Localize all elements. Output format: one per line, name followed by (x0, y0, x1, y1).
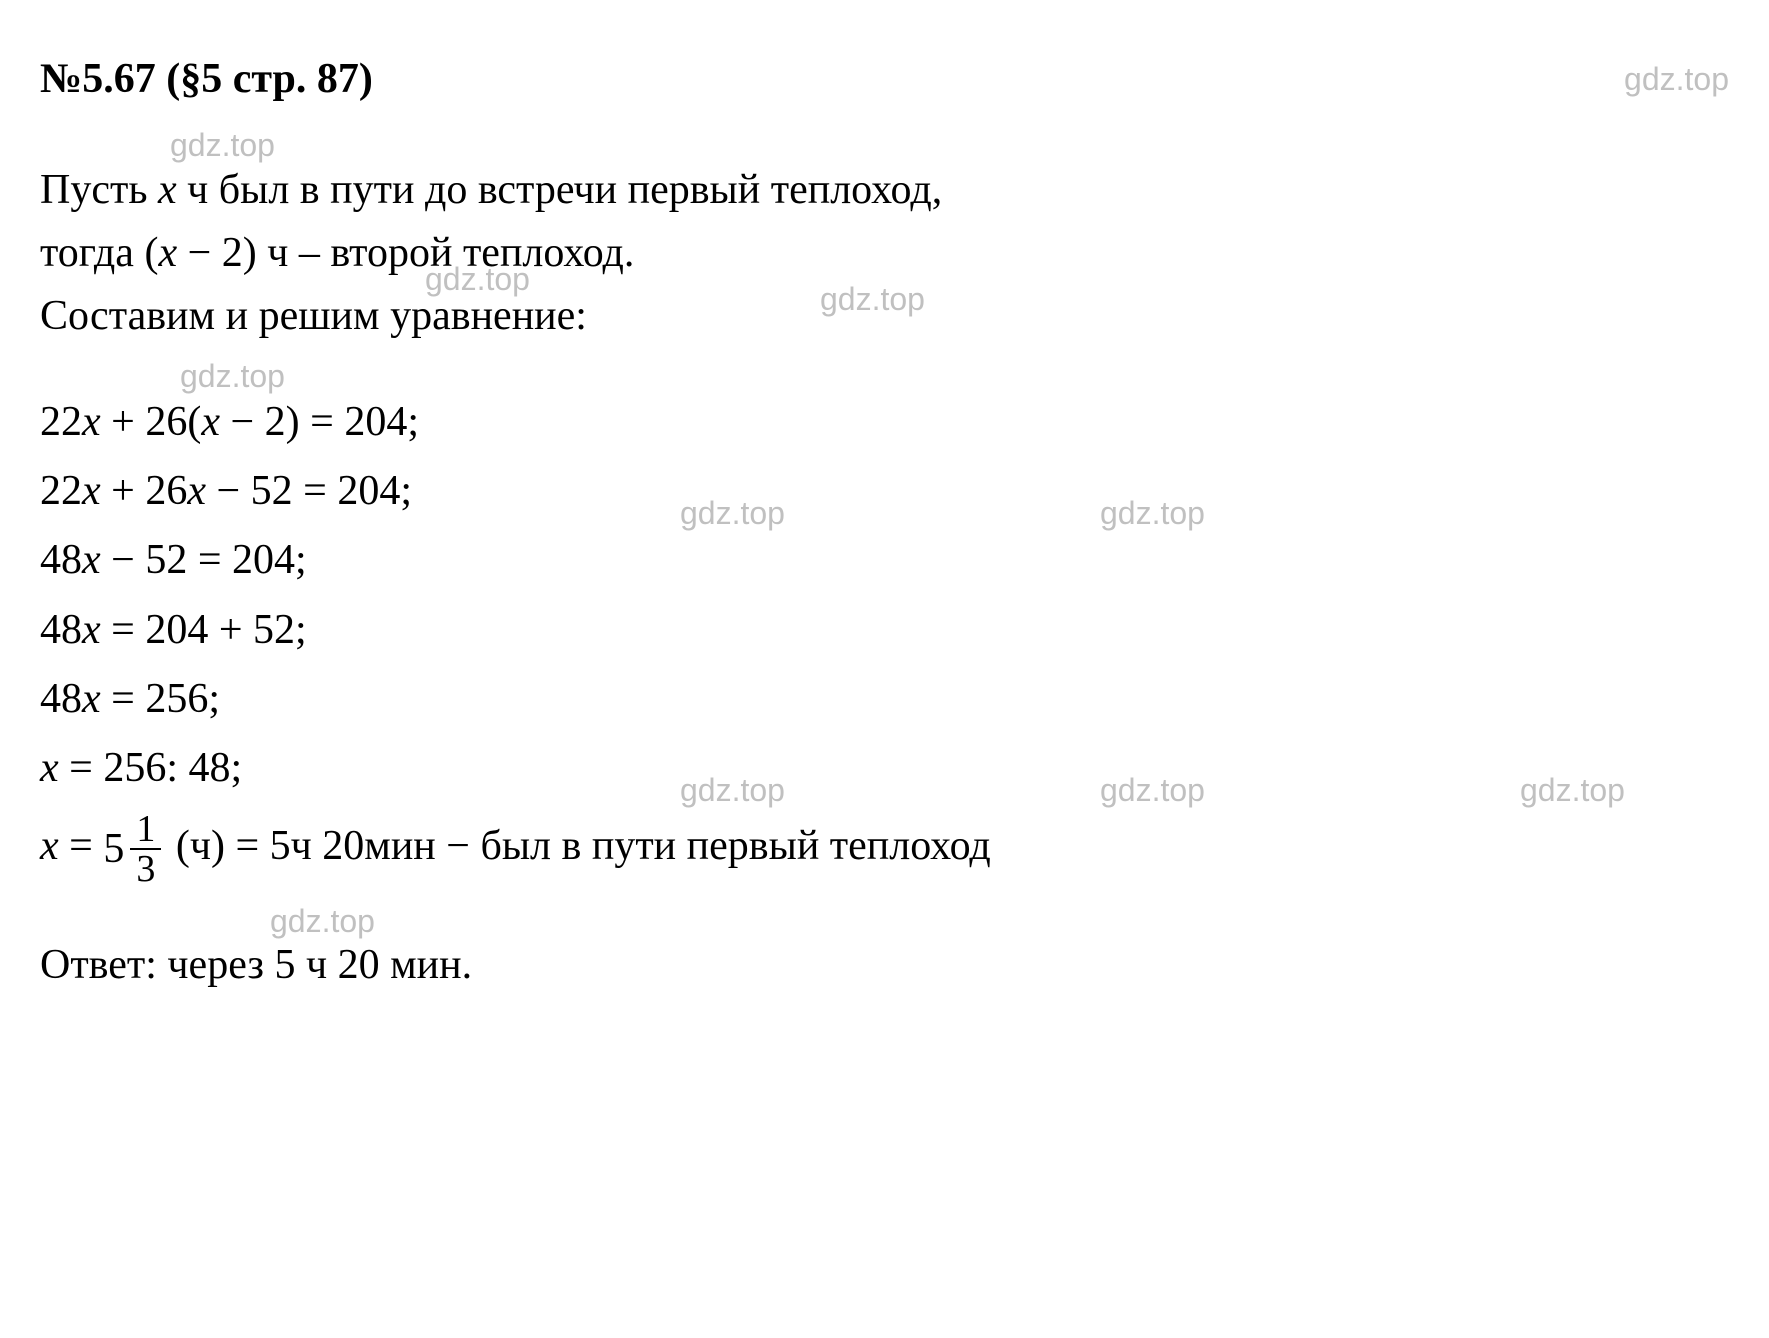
fraction-numerator: 1 (130, 810, 161, 850)
eq-text: − 2) = 204; (220, 399, 419, 445)
variable-x: x (40, 745, 59, 791)
eq-text: 48 (40, 537, 82, 583)
watermark-icon: gdz.top (270, 889, 375, 953)
equation-3: 48x − 52 = 204; (40, 526, 1729, 595)
equations-block: gdz.top 22x + 26(x − 2) = 204; 22x + 26x… (40, 388, 1729, 891)
watermark-icon: gdz.top (820, 275, 925, 323)
eq-text: 22 (40, 399, 82, 445)
variable-x: x (201, 399, 220, 445)
intro-text: − 2) ч – второй теплоход. (177, 230, 634, 276)
intro-text: тогда ( (40, 230, 158, 276)
variable-x: x (40, 823, 59, 869)
eq-text: + 26( (101, 399, 202, 445)
fraction: 13 (130, 810, 161, 888)
problem-title: №5.67 (§5 стр. 87) (40, 50, 373, 109)
eq-text: = 256; (101, 676, 220, 722)
variable-x: x (82, 468, 101, 514)
header-row: №5.67 (§5 стр. 87) gdz.top (40, 50, 1729, 109)
variable-x: x (82, 537, 101, 583)
variable-x: x (158, 230, 177, 276)
eq-text: − 52 = 204; (206, 468, 412, 514)
intro-line-3: Составим и решим уравнение: gdz.top gdz.… (40, 285, 1729, 348)
mixed-whole: 5 (103, 807, 124, 891)
eq-text: = 256: 48; (59, 745, 243, 791)
eq-text: − 52 = 204; (101, 537, 307, 583)
variable-x: x (187, 468, 206, 514)
eq-text: + 26 (101, 468, 188, 514)
variable-x: x (82, 676, 101, 722)
watermark-icon: gdz.top (425, 255, 530, 303)
intro-text: Пусть (40, 167, 158, 213)
equation-6: x = 256: 48; gdz.top gdz.top gdz.top (40, 734, 1729, 803)
intro-block: gdz.top Пусть x ч был в пути до встречи … (40, 159, 1729, 348)
eq-text: (ч) = 5ч 20мин − был в пути первый тепло… (165, 823, 990, 869)
intro-line-1: Пусть x ч был в пути до встречи первый т… (40, 159, 1729, 222)
eq-text: 48 (40, 607, 82, 653)
variable-x: x (158, 167, 177, 213)
equation-4: 48x = 204 + 52; (40, 596, 1729, 665)
equation-2: 22x + 26x − 52 = 204; gdz.top gdz.top (40, 457, 1729, 526)
equation-7: x = 513 (ч) = 5ч 20мин − был в пути перв… (40, 804, 1729, 891)
variable-x: x (82, 399, 101, 445)
intro-text: ч был в пути до встречи первый теплоход, (177, 167, 943, 213)
equation-5: 48x = 256; (40, 665, 1729, 734)
fraction-denominator: 3 (130, 850, 161, 888)
eq-text: = (59, 823, 104, 869)
eq-text: 22 (40, 468, 82, 514)
watermark-header: gdz.top (1624, 57, 1729, 102)
variable-x: x (82, 607, 101, 653)
eq-text: = 204 + 52; (101, 607, 307, 653)
eq-text: 48 (40, 676, 82, 722)
equation-1: 22x + 26(x − 2) = 204; (40, 388, 1729, 457)
